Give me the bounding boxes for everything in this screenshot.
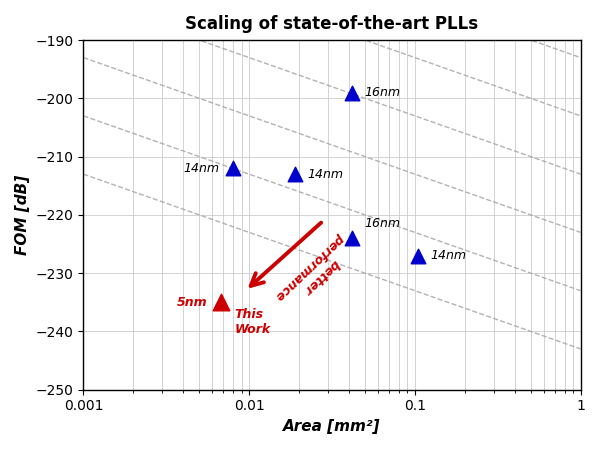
- Title: Scaling of state-of-the-art PLLs: Scaling of state-of-the-art PLLs: [185, 15, 479, 33]
- Point: [347, 89, 357, 96]
- Text: 5nm: 5nm: [176, 296, 207, 309]
- Text: 14nm: 14nm: [430, 249, 466, 262]
- Text: This
Work: This Work: [235, 308, 271, 336]
- Text: better
performance: better performance: [274, 230, 358, 313]
- Text: 14nm: 14nm: [184, 162, 220, 175]
- Point: [228, 165, 238, 172]
- Point: [413, 252, 423, 259]
- Point: [217, 299, 226, 306]
- Point: [347, 235, 357, 242]
- Text: 16nm: 16nm: [364, 217, 400, 230]
- Text: 14nm: 14nm: [307, 167, 343, 180]
- Y-axis label: FOM [dB]: FOM [dB]: [15, 175, 30, 255]
- Point: [290, 171, 300, 178]
- X-axis label: Area [mm²]: Area [mm²]: [283, 419, 381, 434]
- Text: 16nm: 16nm: [364, 86, 400, 99]
